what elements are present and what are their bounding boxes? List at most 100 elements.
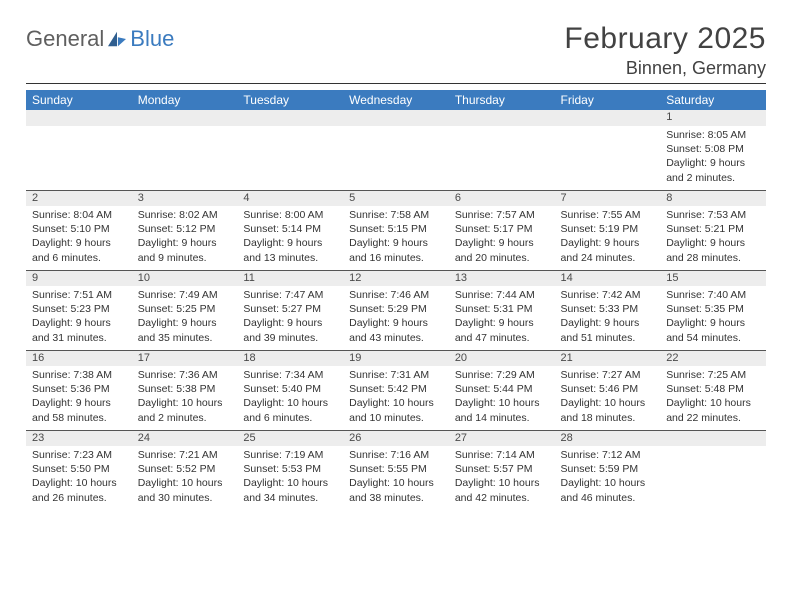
day-details-cell: Sunrise: 8:05 AM Sunset: 5:08 PM Dayligh… xyxy=(660,126,766,190)
day-details-cell: Sunrise: 7:51 AM Sunset: 5:23 PM Dayligh… xyxy=(26,286,132,350)
calendar-body: 1Sunrise: 8:05 AM Sunset: 5:08 PM Daylig… xyxy=(26,110,766,510)
day-details-cell xyxy=(449,126,555,190)
col-monday: Monday xyxy=(132,90,238,110)
month-title: February 2025 xyxy=(564,22,766,56)
weekday-header-row: Sunday Monday Tuesday Wednesday Thursday… xyxy=(26,90,766,110)
day-number-cell xyxy=(343,110,449,126)
day-number-cell xyxy=(660,430,766,446)
day-number-cell xyxy=(132,110,238,126)
day-details-cell: Sunrise: 7:19 AM Sunset: 5:53 PM Dayligh… xyxy=(237,446,343,510)
day-details-cell: Sunrise: 7:36 AM Sunset: 5:38 PM Dayligh… xyxy=(132,366,238,430)
day-number-cell: 11 xyxy=(237,270,343,286)
day-number-cell: 28 xyxy=(555,430,661,446)
details-row: Sunrise: 7:51 AM Sunset: 5:23 PM Dayligh… xyxy=(26,286,766,350)
day-details-cell xyxy=(343,126,449,190)
calendar-table: Sunday Monday Tuesday Wednesday Thursday… xyxy=(26,90,766,510)
day-number-cell xyxy=(237,110,343,126)
day-details-cell: Sunrise: 7:55 AM Sunset: 5:19 PM Dayligh… xyxy=(555,206,661,270)
day-details-cell: Sunrise: 7:31 AM Sunset: 5:42 PM Dayligh… xyxy=(343,366,449,430)
day-details-cell: Sunrise: 7:46 AM Sunset: 5:29 PM Dayligh… xyxy=(343,286,449,350)
location-label: Binnen, Germany xyxy=(564,58,766,79)
day-details-cell xyxy=(26,126,132,190)
col-wednesday: Wednesday xyxy=(343,90,449,110)
day-details-cell: Sunrise: 8:02 AM Sunset: 5:12 PM Dayligh… xyxy=(132,206,238,270)
col-sunday: Sunday xyxy=(26,90,132,110)
day-number-cell: 15 xyxy=(660,270,766,286)
day-number-cell: 18 xyxy=(237,350,343,366)
day-number-cell: 3 xyxy=(132,190,238,206)
day-number-cell: 4 xyxy=(237,190,343,206)
logo-sail-icon xyxy=(106,30,128,48)
logo-text-general: General xyxy=(26,26,104,52)
day-number-cell: 17 xyxy=(132,350,238,366)
day-number-cell: 21 xyxy=(555,350,661,366)
day-details-cell xyxy=(555,126,661,190)
day-details-cell: Sunrise: 7:12 AM Sunset: 5:59 PM Dayligh… xyxy=(555,446,661,510)
day-details-cell xyxy=(132,126,238,190)
day-details-cell: Sunrise: 7:23 AM Sunset: 5:50 PM Dayligh… xyxy=(26,446,132,510)
day-details-cell: Sunrise: 7:40 AM Sunset: 5:35 PM Dayligh… xyxy=(660,286,766,350)
col-friday: Friday xyxy=(555,90,661,110)
daynum-row: 9101112131415 xyxy=(26,270,766,286)
day-details-cell: Sunrise: 8:04 AM Sunset: 5:10 PM Dayligh… xyxy=(26,206,132,270)
daynum-row: 232425262728 xyxy=(26,430,766,446)
day-number-cell xyxy=(449,110,555,126)
details-row: Sunrise: 7:38 AM Sunset: 5:36 PM Dayligh… xyxy=(26,366,766,430)
day-details-cell: Sunrise: 7:42 AM Sunset: 5:33 PM Dayligh… xyxy=(555,286,661,350)
day-number-cell: 13 xyxy=(449,270,555,286)
day-number-cell: 20 xyxy=(449,350,555,366)
col-saturday: Saturday xyxy=(660,90,766,110)
title-block: February 2025 Binnen, Germany xyxy=(564,22,766,79)
logo-text-blue: Blue xyxy=(130,26,174,52)
day-number-cell: 2 xyxy=(26,190,132,206)
day-details-cell: Sunrise: 7:53 AM Sunset: 5:21 PM Dayligh… xyxy=(660,206,766,270)
day-details-cell: Sunrise: 7:27 AM Sunset: 5:46 PM Dayligh… xyxy=(555,366,661,430)
day-number-cell: 27 xyxy=(449,430,555,446)
day-details-cell: Sunrise: 7:58 AM Sunset: 5:15 PM Dayligh… xyxy=(343,206,449,270)
day-number-cell: 22 xyxy=(660,350,766,366)
day-number-cell: 5 xyxy=(343,190,449,206)
header-divider xyxy=(26,83,766,84)
day-number-cell: 25 xyxy=(237,430,343,446)
day-details-cell: Sunrise: 7:47 AM Sunset: 5:27 PM Dayligh… xyxy=(237,286,343,350)
day-details-cell: Sunrise: 7:14 AM Sunset: 5:57 PM Dayligh… xyxy=(449,446,555,510)
day-number-cell: 14 xyxy=(555,270,661,286)
day-number-cell: 26 xyxy=(343,430,449,446)
col-tuesday: Tuesday xyxy=(237,90,343,110)
day-number-cell: 9 xyxy=(26,270,132,286)
header-row: General Blue February 2025 Binnen, Germa… xyxy=(26,22,766,79)
day-details-cell: Sunrise: 7:25 AM Sunset: 5:48 PM Dayligh… xyxy=(660,366,766,430)
day-details-cell: Sunrise: 7:34 AM Sunset: 5:40 PM Dayligh… xyxy=(237,366,343,430)
daynum-row: 16171819202122 xyxy=(26,350,766,366)
day-details-cell: Sunrise: 7:44 AM Sunset: 5:31 PM Dayligh… xyxy=(449,286,555,350)
day-number-cell: 19 xyxy=(343,350,449,366)
day-details-cell xyxy=(237,126,343,190)
day-details-cell: Sunrise: 7:49 AM Sunset: 5:25 PM Dayligh… xyxy=(132,286,238,350)
day-details-cell: Sunrise: 8:00 AM Sunset: 5:14 PM Dayligh… xyxy=(237,206,343,270)
day-details-cell xyxy=(660,446,766,510)
day-details-cell: Sunrise: 7:21 AM Sunset: 5:52 PM Dayligh… xyxy=(132,446,238,510)
day-number-cell: 1 xyxy=(660,110,766,126)
day-number-cell: 16 xyxy=(26,350,132,366)
details-row: Sunrise: 7:23 AM Sunset: 5:50 PM Dayligh… xyxy=(26,446,766,510)
day-number-cell: 7 xyxy=(555,190,661,206)
day-details-cell: Sunrise: 7:16 AM Sunset: 5:55 PM Dayligh… xyxy=(343,446,449,510)
day-details-cell: Sunrise: 7:57 AM Sunset: 5:17 PM Dayligh… xyxy=(449,206,555,270)
calendar-page: General Blue February 2025 Binnen, Germa… xyxy=(0,0,792,510)
day-number-cell xyxy=(555,110,661,126)
day-details-cell: Sunrise: 7:29 AM Sunset: 5:44 PM Dayligh… xyxy=(449,366,555,430)
day-details-cell: Sunrise: 7:38 AM Sunset: 5:36 PM Dayligh… xyxy=(26,366,132,430)
logo: General Blue xyxy=(26,22,174,52)
daynum-row: 2345678 xyxy=(26,190,766,206)
day-number-cell: 8 xyxy=(660,190,766,206)
daynum-row: 1 xyxy=(26,110,766,126)
day-number-cell: 10 xyxy=(132,270,238,286)
day-number-cell: 23 xyxy=(26,430,132,446)
day-number-cell: 6 xyxy=(449,190,555,206)
details-row: Sunrise: 8:04 AM Sunset: 5:10 PM Dayligh… xyxy=(26,206,766,270)
details-row: Sunrise: 8:05 AM Sunset: 5:08 PM Dayligh… xyxy=(26,126,766,190)
day-number-cell: 24 xyxy=(132,430,238,446)
day-number-cell: 12 xyxy=(343,270,449,286)
day-number-cell xyxy=(26,110,132,126)
col-thursday: Thursday xyxy=(449,90,555,110)
